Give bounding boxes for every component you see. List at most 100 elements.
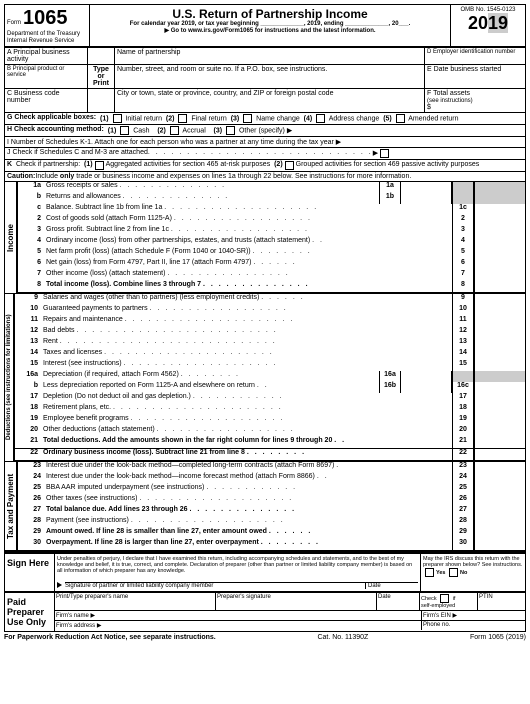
info-row-1: A Principal business activity Name of pa… <box>4 48 526 65</box>
box-val[interactable] <box>474 360 525 371</box>
line-desc: Salaries and wages (other than to partne… <box>41 294 452 305</box>
box-f[interactable]: F Total assets(see instructions)$ <box>425 89 525 112</box>
firm-addr[interactable]: Firm's address ▶ <box>55 621 422 630</box>
box-val[interactable] <box>474 294 525 305</box>
box-val[interactable] <box>474 305 525 316</box>
box-val[interactable] <box>474 349 525 360</box>
prep-name[interactable]: Print/Type preparer's name <box>55 593 216 610</box>
sig-line[interactable]: Signature of partner or limited liabilit… <box>65 582 365 589</box>
line-8: 8Total income (loss). Combine lines 3 th… <box>17 281 526 293</box>
g4[interactable]: (4) Address change <box>304 114 380 123</box>
line-23: 23Interest due under the look-back metho… <box>17 462 526 473</box>
box-num: 14 <box>452 349 474 360</box>
box-val[interactable] <box>474 404 525 415</box>
box-val[interactable] <box>474 270 525 281</box>
g1[interactable]: (1) Initial return <box>100 114 162 123</box>
mid-val[interactable] <box>401 371 452 382</box>
page-footer: For Paperwork Reduction Act Notice, see … <box>4 632 526 643</box>
box-val[interactable] <box>474 426 525 437</box>
sig-date[interactable]: Date <box>365 582 418 589</box>
box-b[interactable]: B Principal product or service <box>5 65 88 88</box>
box-val[interactable] <box>474 393 525 404</box>
g2[interactable]: (2) Final return <box>166 114 227 123</box>
box-a[interactable]: A Principal business activity <box>5 48 88 64</box>
g-label: G Check applicable boxes: <box>7 114 96 123</box>
box-num: 17 <box>452 393 474 404</box>
h3[interactable]: (3) Other (specify) ▶ <box>214 126 293 135</box>
box-city[interactable]: City or town, state or province, country… <box>115 89 425 112</box>
yes-check[interactable] <box>425 568 434 577</box>
box-val[interactable] <box>474 484 525 495</box>
h2[interactable]: (2) Accrual <box>157 126 205 135</box>
row-g: G Check applicable boxes: (1) Initial re… <box>4 113 526 125</box>
income-lines: 1aGross receipts or sales . . . . . . . … <box>17 182 526 293</box>
firm-ein[interactable]: Firm's EIN ▶ <box>422 611 525 620</box>
box-num: 8 <box>452 281 474 292</box>
box-e[interactable]: E Date business started <box>425 65 525 88</box>
firm-name[interactable]: Firm's name ▶ <box>55 611 422 620</box>
line-num: 23 <box>18 462 44 473</box>
mid-val[interactable] <box>401 382 452 393</box>
g5[interactable]: (5) Amended return <box>383 114 458 123</box>
mid-val[interactable] <box>401 193 452 204</box>
box-val[interactable] <box>474 281 525 292</box>
firm-phone[interactable]: Phone no. <box>422 621 525 630</box>
line-num: 24 <box>18 473 44 484</box>
line-2: 2Cost of goods sold (attach Form 1125-A)… <box>17 215 526 226</box>
box-val[interactable] <box>474 215 525 226</box>
line-13: 13Rent . . . . . . . . . . . . . . . . .… <box>14 338 526 349</box>
box-val[interactable] <box>474 248 525 259</box>
box-val[interactable] <box>474 237 525 248</box>
box-c[interactable]: C Business code number <box>5 89 88 112</box>
discuss-text: May the IRS discuss this return with the… <box>423 556 522 568</box>
j-check[interactable] <box>380 149 389 158</box>
info-row-3: C Business code number City or town, sta… <box>4 89 526 113</box>
line-num: 18 <box>15 404 41 415</box>
mid-val[interactable] <box>401 182 452 193</box>
line-15: 15Interest (see instructions) . . . . . … <box>14 360 526 371</box>
line-num: 16a <box>15 371 41 382</box>
line-desc: Net farm profit (loss) (attach Schedule … <box>44 248 452 259</box>
box-val[interactable] <box>474 495 525 506</box>
box-val[interactable] <box>474 316 525 327</box>
line-desc: Taxes and licenses . . . . . . . . . . .… <box>41 349 452 360</box>
box-val[interactable] <box>474 259 525 270</box>
prep-ptin[interactable]: PTIN <box>478 593 525 610</box>
line-16a: 16aDepreciation (if required, attach For… <box>14 371 526 382</box>
box-num: 9 <box>452 294 474 305</box>
box-val[interactable] <box>474 382 525 393</box>
box-val[interactable] <box>474 449 525 460</box>
footer-mid: Cat. No. 11390Z <box>317 634 368 641</box>
prep-check[interactable]: Check ifself-employed <box>420 593 478 610</box>
box-val[interactable] <box>474 338 525 349</box>
box-num: 30 <box>452 539 474 550</box>
prep-date[interactable]: Date <box>377 593 420 610</box>
no-check[interactable] <box>449 568 458 577</box>
h1[interactable]: (1) Cash <box>108 126 150 135</box>
g3[interactable]: (3) Name change <box>231 114 300 123</box>
box-d[interactable]: D Employer identification number <box>425 48 525 64</box>
line-21: 21Total deductions. Add the amounts show… <box>14 437 526 449</box>
line-desc: Interest due under the look-back method—… <box>44 473 452 484</box>
box-val[interactable] <box>474 415 525 426</box>
form-label: Form <box>7 20 21 26</box>
box-name[interactable]: Name of partnership <box>115 48 425 64</box>
k1-check[interactable] <box>95 161 104 170</box>
box-val[interactable] <box>474 539 525 550</box>
box-val[interactable] <box>474 473 525 484</box>
preparer-content: Print/Type preparer's name Preparer's si… <box>55 593 525 631</box>
box-val[interactable] <box>474 462 525 473</box>
box-val[interactable] <box>474 327 525 338</box>
box-val[interactable] <box>474 204 525 215</box>
box-val[interactable] <box>474 517 525 528</box>
box-val[interactable] <box>474 506 525 517</box>
box-val[interactable] <box>474 437 525 448</box>
line-desc: Other deductions (attach statement) . . … <box>41 426 452 437</box>
box-val[interactable] <box>474 226 525 237</box>
box-num: 12 <box>452 327 474 338</box>
box-street[interactable]: Number, street, and room or suite no. If… <box>115 65 425 88</box>
box-val[interactable] <box>474 528 525 539</box>
k2-check[interactable] <box>285 161 294 170</box>
prep-sig[interactable]: Preparer's signature <box>216 593 377 610</box>
line-desc: Payment (see instructions) . . . . . . .… <box>44 517 452 528</box>
